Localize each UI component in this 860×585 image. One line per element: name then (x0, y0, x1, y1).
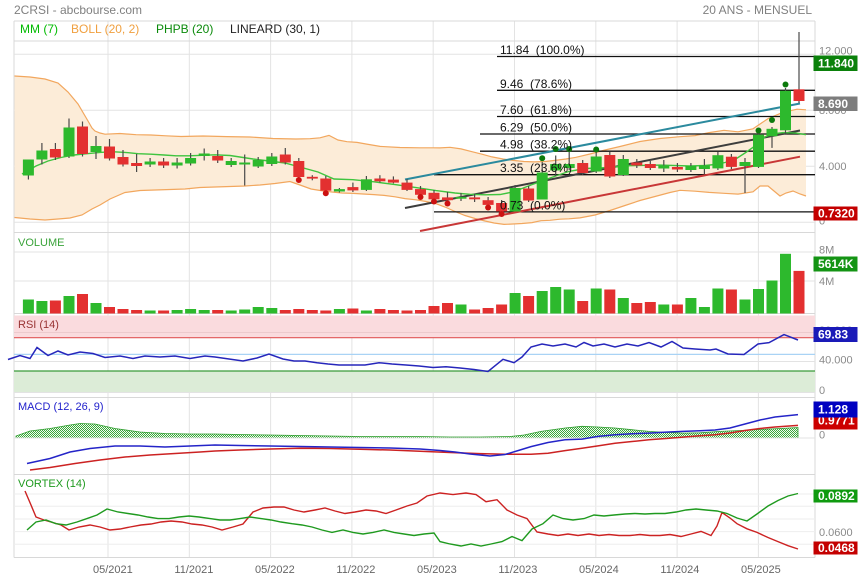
svg-text:MACD (12, 26, 9): MACD (12, 26, 9) (18, 401, 104, 413)
svg-text:0.7320: 0.7320 (818, 207, 855, 221)
svg-text:12.000: 12.000 (819, 46, 853, 58)
svg-text:BOLL (20, 2): BOLL (20, 2) (71, 22, 139, 36)
svg-text:05/2025: 05/2025 (741, 564, 781, 576)
svg-text:4M: 4M (819, 276, 834, 288)
svg-text:9.46 (78.6%): 9.46 (78.6%) (500, 77, 572, 91)
svg-text:0: 0 (819, 385, 825, 397)
svg-text:20 ANS - MENSUEL: 20 ANS - MENSUEL (703, 3, 813, 17)
svg-text:0.0600: 0.0600 (819, 527, 853, 539)
svg-text:11.840: 11.840 (818, 57, 854, 71)
svg-text:05/2023: 05/2023 (417, 564, 457, 576)
svg-text:PHPB (20): PHPB (20) (156, 22, 213, 36)
svg-text:4.000: 4.000 (819, 161, 847, 173)
svg-text:05/2021: 05/2021 (93, 564, 133, 576)
svg-text:11/2023: 11/2023 (498, 564, 537, 576)
svg-text:7.60 (61.8%): 7.60 (61.8%) (500, 103, 572, 117)
svg-text:LINEARD (30, 1): LINEARD (30, 1) (230, 22, 320, 36)
svg-text:3.35 (23.6%): 3.35 (23.6%) (500, 161, 572, 175)
svg-text:VOLUME: VOLUME (18, 237, 64, 249)
svg-text:2CRSI - abcbourse.com: 2CRSI - abcbourse.com (14, 3, 142, 17)
svg-text:0.73 (0.0%): 0.73 (0.0%) (500, 198, 565, 212)
svg-text:8.690: 8.690 (818, 97, 848, 111)
svg-text:RSI (14): RSI (14) (18, 319, 59, 331)
svg-text:11/2024: 11/2024 (660, 564, 699, 576)
svg-text:8M: 8M (819, 245, 834, 257)
svg-text:11/2021: 11/2021 (174, 564, 213, 576)
svg-text:5614K: 5614K (818, 257, 854, 271)
svg-text:11/2022: 11/2022 (336, 564, 375, 576)
svg-text:MM (7): MM (7) (20, 22, 58, 36)
svg-text:0: 0 (819, 430, 825, 442)
svg-text:4.98 (38.2%): 4.98 (38.2%) (500, 138, 572, 152)
svg-text:05/2024: 05/2024 (579, 564, 619, 576)
svg-text:11.84 (100.0%): 11.84 (100.0%) (500, 43, 585, 57)
svg-text:1.128: 1.128 (818, 403, 848, 417)
svg-text:0.0892: 0.0892 (818, 489, 855, 503)
svg-text:0: 0 (819, 216, 825, 228)
svg-text:05/2022: 05/2022 (255, 564, 295, 576)
svg-text:0.0468: 0.0468 (818, 541, 855, 555)
svg-text:69.83: 69.83 (818, 328, 848, 342)
svg-text:VORTEX (14): VORTEX (14) (18, 478, 86, 490)
svg-text:40.000: 40.000 (819, 355, 853, 367)
svg-text:6.29 (50.0%): 6.29 (50.0%) (500, 121, 572, 135)
